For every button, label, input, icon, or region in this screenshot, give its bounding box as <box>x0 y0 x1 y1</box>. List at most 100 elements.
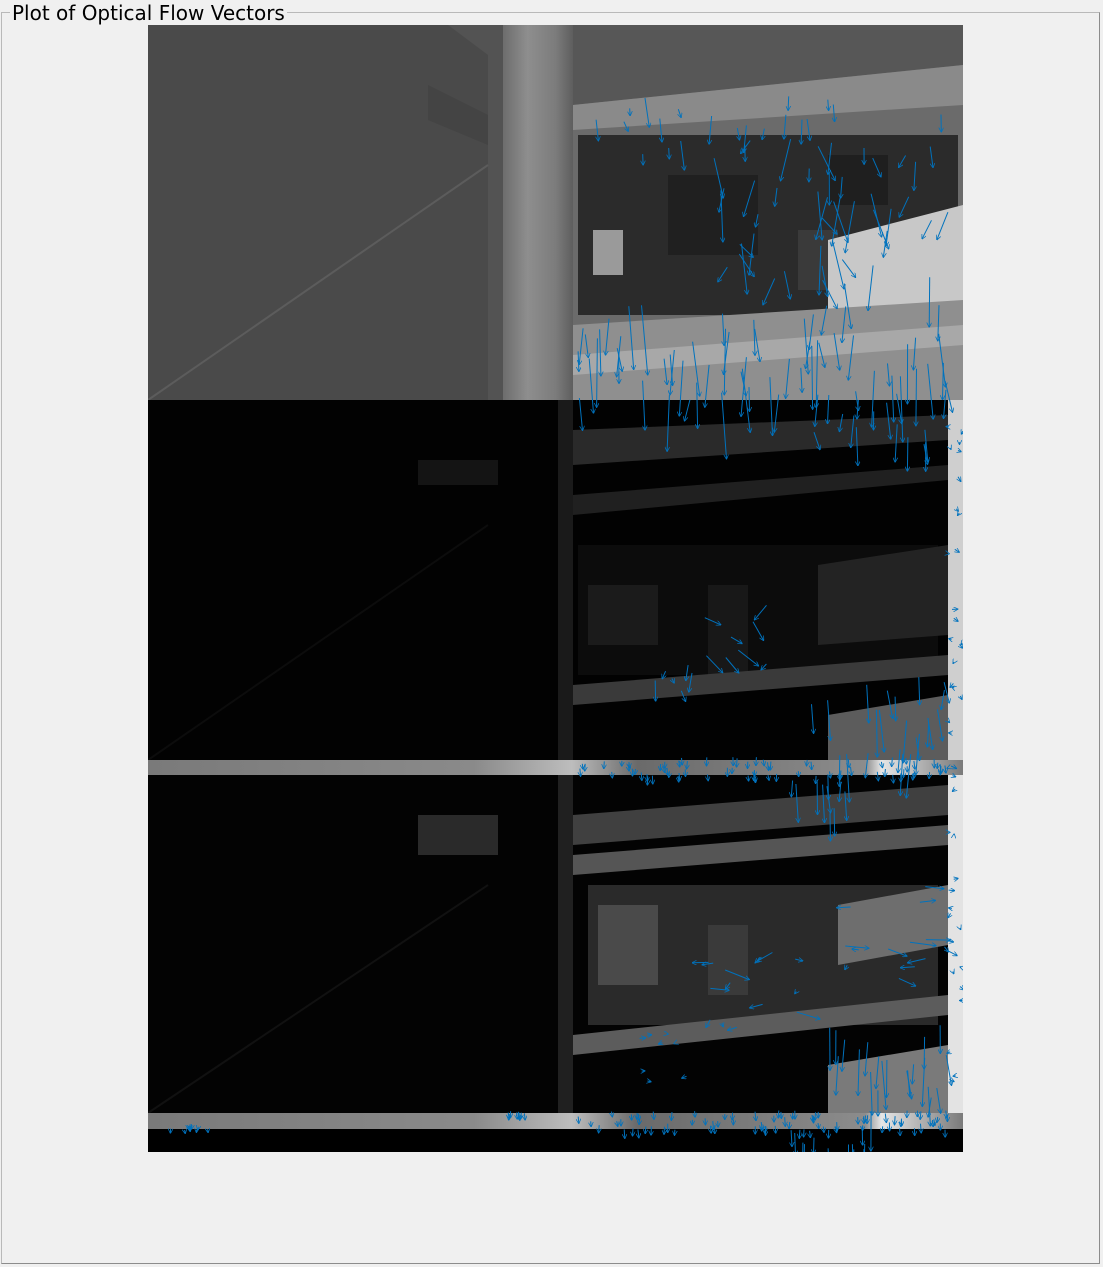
flow-vector <box>578 397 582 430</box>
flow-vector <box>680 140 685 170</box>
flow-vector <box>521 1112 522 1119</box>
flow-vector <box>623 121 628 132</box>
flow-vector <box>600 329 601 376</box>
flow-vector <box>895 1116 896 1125</box>
flow-vector <box>898 977 916 986</box>
flow-vector <box>851 1144 854 1152</box>
flow-vector <box>642 380 645 431</box>
flow-vector <box>830 771 831 778</box>
flow-vector <box>940 766 941 775</box>
flow-vector <box>912 1064 913 1084</box>
flow-vector <box>919 900 936 902</box>
flow-vector <box>653 1111 654 1120</box>
flow-vector <box>853 1149 855 1152</box>
flow-vector <box>958 477 961 482</box>
flow-vector <box>704 617 721 625</box>
flow-vector <box>744 180 756 217</box>
flow-vector <box>679 773 680 780</box>
flow-vector <box>819 245 821 295</box>
flow-vector <box>893 774 894 783</box>
flow-vector <box>599 1125 600 1133</box>
flow-vector <box>791 780 792 797</box>
flow-vector <box>816 340 817 408</box>
flow-vector <box>960 644 963 648</box>
flow-vector <box>763 759 764 766</box>
flow-vector <box>914 772 915 778</box>
flow-vector <box>900 1128 901 1136</box>
flow-vector <box>713 1121 714 1130</box>
flow-vector <box>913 337 915 370</box>
flow-vector <box>945 765 946 774</box>
flow-vector <box>950 448 951 450</box>
flow-vector <box>856 427 858 466</box>
flow-vector <box>685 399 691 421</box>
flow-vector <box>827 1148 829 1152</box>
flow-vector <box>628 306 634 369</box>
flow-vector <box>669 147 670 159</box>
flow-vector <box>828 394 829 424</box>
flow-vector <box>638 1129 639 1138</box>
image-axes[interactable] <box>148 25 963 1152</box>
flow-vector <box>189 1126 190 1130</box>
flow-vector <box>816 197 828 239</box>
flow-vector <box>695 1111 696 1117</box>
flow-vector <box>816 775 817 784</box>
flow-vector <box>748 775 749 782</box>
flow-vector <box>872 157 881 177</box>
flow-vector <box>721 392 727 459</box>
flow-vector <box>925 940 950 941</box>
optical-flow-image <box>148 25 963 1152</box>
panel-title: Plot of Optical Flow Vectors <box>10 1 287 25</box>
flow-vector <box>946 1110 947 1118</box>
flow-vector <box>943 681 949 703</box>
flow-vector <box>885 1113 886 1123</box>
flow-vector <box>811 761 812 770</box>
flow-vector <box>580 768 581 777</box>
flow-vector <box>900 967 915 968</box>
flow-vector <box>769 377 773 436</box>
flow-vector <box>689 672 693 692</box>
flow-vector <box>741 368 750 433</box>
flow-vector <box>669 772 670 777</box>
flow-vector <box>906 757 907 764</box>
flow-vector <box>596 119 598 141</box>
flow-vector <box>927 723 928 747</box>
flow-vector <box>865 1042 869 1076</box>
flow-vector <box>762 128 764 140</box>
flow-vector <box>185 1130 186 1134</box>
flow-vector <box>851 415 855 448</box>
flow-vector <box>624 1129 625 1138</box>
flow-vector <box>687 761 688 769</box>
flow-vector <box>828 99 829 111</box>
flow-vector <box>823 784 825 823</box>
flow-vector <box>754 319 755 355</box>
flow-vector <box>706 1019 711 1028</box>
flow-vector <box>806 119 810 140</box>
flow-vector <box>723 313 725 346</box>
flow-vector <box>920 1111 921 1119</box>
flow-vector <box>817 191 822 240</box>
flow-vector <box>882 1126 883 1132</box>
flow-vector <box>949 908 952 909</box>
flow-vector <box>944 389 947 419</box>
flow-vector <box>906 754 912 798</box>
flow-vector <box>647 1081 651 1082</box>
flow-vector <box>938 333 946 387</box>
flow-vector <box>845 201 855 253</box>
flow-vector <box>815 394 819 427</box>
flow-vector <box>958 451 961 452</box>
flow-vector <box>839 781 841 802</box>
flow-vector <box>946 949 957 956</box>
flow-vector <box>833 333 840 370</box>
flow-vector <box>846 754 850 802</box>
frame-1 <box>148 25 963 401</box>
flow-vector <box>578 1116 579 1124</box>
flow-vector <box>938 305 939 341</box>
flow-vector <box>803 318 808 374</box>
flow-vector <box>960 987 963 990</box>
flow-vectors <box>170 96 963 1152</box>
flow-vector <box>841 259 855 278</box>
flow-vector <box>737 758 738 767</box>
flow-vector <box>812 1114 813 1122</box>
